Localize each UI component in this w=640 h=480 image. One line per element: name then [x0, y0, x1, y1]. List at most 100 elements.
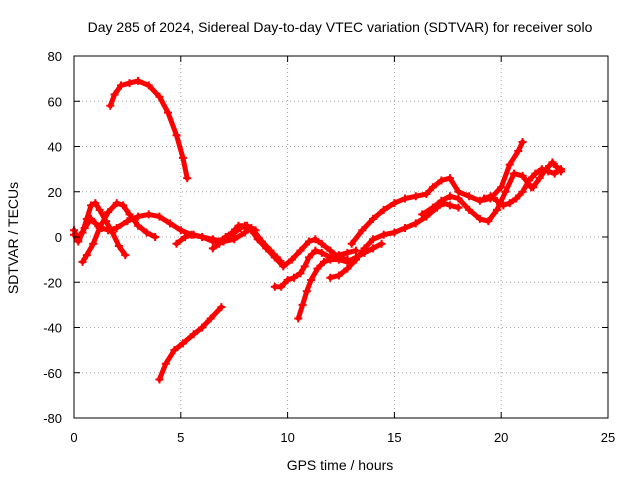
y-tick-label: -20	[43, 275, 62, 290]
data-point	[411, 192, 420, 201]
data-point	[298, 300, 307, 309]
data-point	[91, 199, 100, 208]
data-point	[296, 246, 305, 255]
y-tick-label: -60	[43, 366, 62, 381]
data-point	[518, 137, 527, 146]
data-point	[125, 79, 134, 88]
data-point	[296, 269, 305, 278]
data-point	[208, 244, 217, 253]
data-point	[401, 194, 410, 203]
series-arc-5	[78, 199, 160, 266]
data-point	[208, 237, 217, 246]
data-point	[535, 174, 544, 183]
data-point	[422, 190, 431, 199]
series-arc-6	[172, 221, 288, 269]
data-point	[510, 169, 519, 178]
y-tick-label: 20	[48, 185, 62, 200]
chart-title: Day 285 of 2024, Sidereal Day-to-day VTE…	[88, 19, 593, 35]
data-point	[351, 246, 360, 255]
data-point	[311, 235, 320, 244]
data-point	[87, 201, 96, 210]
data-point	[454, 194, 463, 203]
data-point	[134, 76, 143, 85]
x-tick-label: 20	[494, 430, 508, 445]
data-point	[518, 187, 527, 196]
data-point	[334, 255, 343, 264]
data-point	[358, 226, 367, 235]
data-point	[492, 196, 501, 205]
data-point	[369, 244, 378, 253]
data-point	[134, 212, 143, 221]
data-point	[326, 255, 335, 264]
data-point	[326, 246, 335, 255]
x-tick-label: 0	[70, 430, 77, 445]
data-point	[317, 239, 326, 248]
y-tick-label: -40	[43, 321, 62, 336]
series-arc-1	[106, 76, 192, 183]
data-point	[505, 160, 514, 169]
data-point	[377, 239, 386, 248]
data-point	[108, 228, 117, 237]
series-arc-13	[480, 165, 566, 210]
data-point	[144, 210, 153, 219]
data-point	[112, 223, 121, 232]
series-arc-14	[529, 158, 566, 192]
data-point	[119, 201, 128, 210]
y-tick-label: 80	[48, 49, 62, 64]
series-arc-9	[294, 239, 386, 323]
data-point	[343, 257, 352, 266]
data-point	[304, 237, 313, 246]
data-point	[189, 230, 198, 239]
data-point	[215, 239, 224, 248]
data-point	[319, 257, 328, 266]
data-point	[514, 147, 523, 156]
series-line	[349, 139, 526, 247]
data-point	[172, 131, 181, 140]
data-point	[343, 248, 352, 257]
data-point	[262, 244, 271, 253]
data-point	[542, 165, 551, 174]
data-point	[125, 210, 134, 219]
data-point	[411, 219, 420, 228]
data-point	[151, 233, 160, 241]
data-point	[121, 251, 130, 260]
y-tick-label: 0	[55, 230, 62, 245]
data-point	[181, 233, 190, 241]
data-point	[144, 81, 153, 90]
data-point	[155, 212, 164, 221]
data-point	[445, 201, 454, 210]
y-tick-label: 40	[48, 140, 62, 155]
y-axis-label: SDTVAR / TECUs	[5, 182, 21, 294]
data-point	[82, 214, 91, 223]
data-point	[110, 90, 119, 99]
data-point	[294, 314, 303, 323]
data-point	[163, 108, 172, 117]
data-point	[428, 203, 437, 212]
data-point	[360, 244, 369, 253]
series-arc-4	[70, 199, 130, 260]
data-point	[240, 221, 249, 230]
data-point	[178, 339, 187, 348]
data-point	[480, 194, 489, 203]
data-point	[240, 228, 249, 237]
data-point	[475, 214, 484, 223]
data-point	[142, 228, 151, 237]
data-point	[304, 253, 313, 262]
data-point	[313, 264, 322, 273]
data-point	[379, 230, 388, 239]
y-tick-label: 60	[48, 94, 62, 109]
series-group	[70, 76, 566, 384]
data-point	[279, 262, 288, 271]
data-point	[230, 235, 239, 244]
data-point	[347, 239, 356, 248]
series-arc-12	[418, 169, 536, 226]
data-point	[445, 192, 454, 201]
data-point	[302, 287, 311, 296]
data-point	[206, 314, 215, 323]
data-point	[95, 223, 104, 232]
data-point	[283, 275, 292, 284]
data-point	[172, 239, 181, 248]
data-point	[106, 101, 115, 110]
data-point	[114, 242, 123, 251]
data-point	[499, 201, 508, 210]
